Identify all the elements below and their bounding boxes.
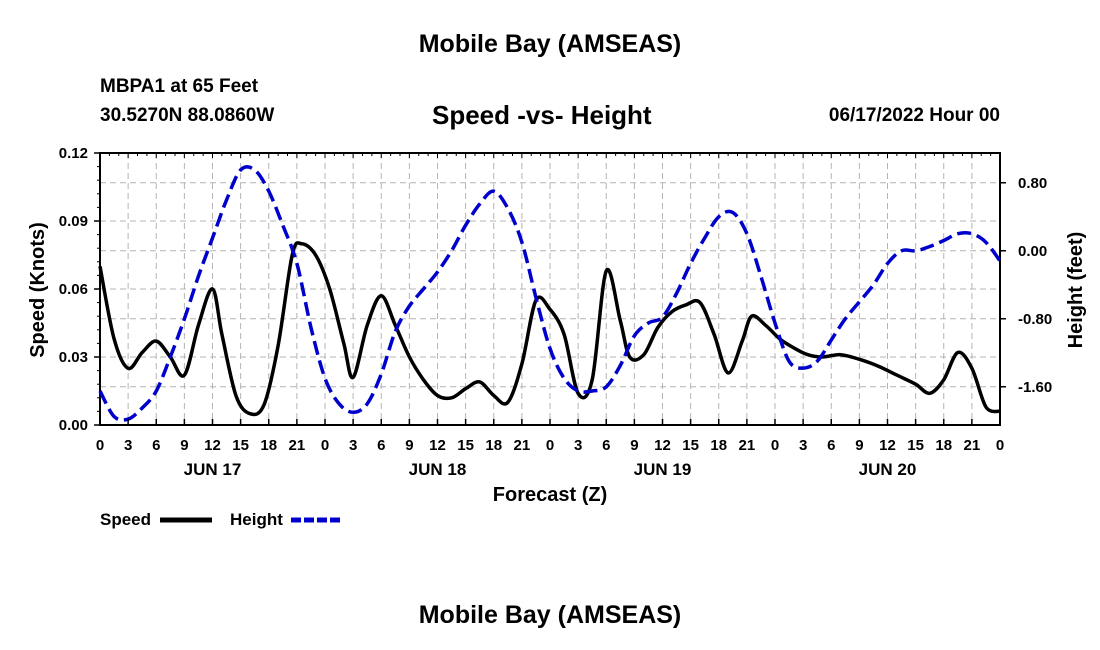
series-layer — [98, 165, 1002, 422]
x-tick-label: 9 — [630, 437, 638, 454]
x-tick-label: 21 — [739, 437, 756, 454]
x-tick-label: 6 — [602, 437, 610, 454]
legend-speed-label: Speed — [100, 510, 151, 529]
y-right-tick-label: -0.80 — [1018, 311, 1052, 328]
x-tick-label: 0 — [321, 437, 329, 454]
x-tick-label: 0 — [546, 437, 554, 454]
x-tick-label: 18 — [710, 437, 727, 454]
legend: Speed Height — [100, 510, 343, 529]
x-tick-label: 3 — [574, 437, 582, 454]
x-tick-label: 6 — [827, 437, 835, 454]
x-tick-label: 18 — [935, 437, 952, 454]
day-label: JUN 18 — [409, 460, 467, 479]
x-tick-label: 18 — [260, 437, 277, 454]
day-label: JUN 20 — [859, 460, 917, 479]
repeat-title: Mobile Bay (AMSEAS) — [418, 601, 682, 629]
y-left-tick-label: 0.06 — [59, 281, 88, 298]
x-tick-label: 6 — [377, 437, 385, 454]
x-tick-label: 21 — [964, 437, 981, 454]
day-label: JUN 17 — [184, 460, 242, 479]
x-tick-label: 21 — [514, 437, 531, 454]
x-tick-label: 21 — [289, 437, 306, 454]
y-axis-left-label: Speed (Knots) — [27, 222, 49, 358]
x-tick-label: 9 — [405, 437, 413, 454]
y-left-tick-label: 0.00 — [59, 417, 88, 434]
main-title: Mobile Bay (AMSEAS) — [418, 30, 682, 58]
station-name: MBPA1 at 65 Feet — [100, 76, 259, 97]
day-label: JUN 19 — [634, 460, 692, 479]
x-tick-label: 12 — [204, 437, 221, 454]
y-left-tick-label: 0.09 — [59, 213, 88, 230]
y-right-tick-label: -1.60 — [1018, 379, 1052, 396]
x-tick-label: 3 — [349, 437, 357, 454]
x-tick-label: 0 — [96, 437, 104, 454]
legend-height-label: Height — [230, 510, 283, 529]
x-tick-label: 9 — [180, 437, 188, 454]
x-tick-label: 15 — [682, 437, 699, 454]
x-tick-label: 3 — [124, 437, 132, 454]
y-left-tick-label: 0.12 — [59, 145, 88, 162]
x-axis-label: Forecast (Z) — [493, 484, 607, 506]
grid-lines — [100, 153, 1000, 425]
y-left-tick-label: 0.03 — [59, 349, 88, 366]
x-tick-label: 15 — [232, 437, 249, 454]
x-tick-label: 0 — [771, 437, 779, 454]
x-tick-label: 12 — [879, 437, 896, 454]
y-axis-right-label: Height (feet) — [1065, 232, 1087, 349]
chart-title: Speed -vs- Height — [432, 100, 652, 130]
x-tick-label: 3 — [799, 437, 807, 454]
x-tick-label: 0 — [996, 437, 1004, 454]
station-coordinates: 30.5270N 88.0860W — [100, 105, 275, 126]
x-tick-label: 6 — [152, 437, 160, 454]
x-tick-label: 15 — [457, 437, 474, 454]
x-tick-label: 9 — [855, 437, 863, 454]
forecast-date: 06/17/2022 Hour 00 — [828, 105, 1000, 126]
axes: 0 3 6 9 12 15 18 21 0 3 6 9 12 15 18 21 0 3 6 9 12 15 18 21 0 3 6 9… — [59, 145, 1052, 479]
height-series-line — [98, 165, 1002, 422]
x-tick-label: 18 — [485, 437, 502, 454]
x-tick-label: 12 — [429, 437, 446, 454]
x-tick-label: 15 — [907, 437, 924, 454]
x-tick-label: 12 — [654, 437, 671, 454]
y-right-tick-label: 0.00 — [1018, 243, 1047, 260]
y-right-tick-label: 0.80 — [1018, 175, 1047, 192]
